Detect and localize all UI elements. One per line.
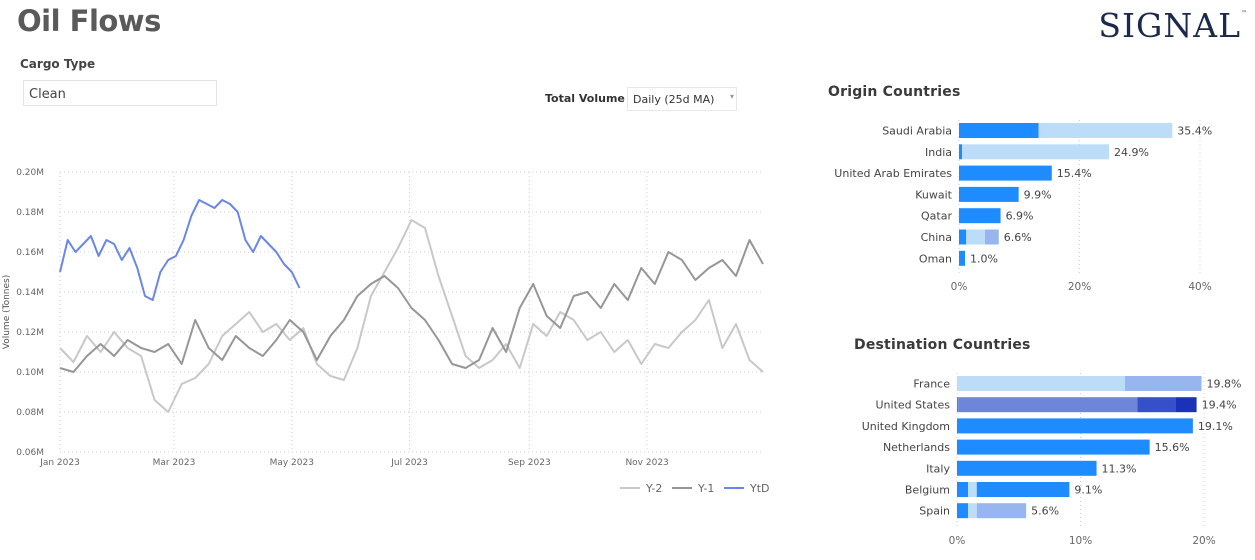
bar-segment-kuwait[interactable] [959,186,1019,202]
category-label: Kuwait [915,188,952,201]
data-label: 9.9% [1024,188,1052,201]
category-label: Qatar [921,210,952,223]
chevron-down-icon: ▾ [730,92,735,101]
category-label: Saudi Arabia [882,125,952,138]
x-tick-label: Jul 2023 [390,458,428,468]
bar-segment-china[interactable] [959,229,967,245]
origin-countries-title: Origin Countries [828,84,961,100]
series-line-y-1 [59,239,764,373]
legend-label-y-2[interactable]: Y-2 [645,482,662,495]
category-label: United Kingdom [862,420,950,433]
bar-segment-spain[interactable] [968,503,977,519]
total-volume-label: Total Volume [545,92,625,105]
category-label: United Arab Emirates [834,167,952,180]
category-label: Spain [919,505,950,518]
x-tick-label: 10% [1069,535,1092,547]
bar-segment-spain[interactable] [957,503,969,519]
y-tick-label: 0.06M [16,448,44,458]
x-tick-label: May 2023 [270,458,314,468]
data-label: 9.1% [1074,484,1102,497]
data-label: 15.4% [1057,167,1092,180]
cargo-type-label: Cargo Type [20,57,96,71]
bar-segment-qatar[interactable] [959,208,1001,224]
x-tick-label: 0% [949,535,966,547]
y-axis-title: Volume (Tonnes) [2,275,12,349]
y-tick-label: 0.12M [16,328,44,338]
bar-segment-united-states[interactable] [958,397,1138,413]
bar-segment-saudi-arabia[interactable] [959,123,1039,138]
x-tick-label: 0% [951,281,968,293]
y-tick-label: 0.10M [16,368,44,378]
bar-segment-china[interactable] [984,229,999,245]
bar-segment-italy[interactable] [957,460,1097,476]
bar-segment-saudi-arabia[interactable] [1038,123,1173,138]
origin-countries-chart: 0% 20% 40% Saudi Arabia 35.4% India 24.9% Unite… [834,120,1212,293]
x-tick-label: Jan 2023 [39,458,80,468]
y-tick-label: 0.08M [16,408,44,418]
category-label: France [913,378,950,391]
bar-segment-belgium[interactable] [976,482,1070,497]
bar-segment-india[interactable] [962,144,1110,160]
category-label: Italy [926,462,950,475]
data-label: 5.6% [1031,505,1059,518]
bar-segment-united-arab-emirates[interactable] [959,165,1052,181]
bar-segment-belgium[interactable] [968,482,977,497]
bar-segment-netherlands[interactable] [957,439,1150,455]
bar-segment-france[interactable] [957,376,1125,391]
x-tick-label: Nov 2023 [625,458,668,468]
bar-segment-oman[interactable] [959,250,966,266]
category-label: Netherlands [883,441,950,454]
data-label: 1.0% [970,252,998,265]
volume-mode-dropdown[interactable]: Daily (25d MA) [627,87,737,111]
bar-segment-united-states[interactable] [957,397,959,413]
bar-segment-india[interactable] [959,144,963,160]
x-tick-label: 40% [1188,281,1211,293]
x-tick-label: 20% [1068,281,1091,293]
series-line-ytd [59,199,301,301]
legend-label-y-1[interactable]: Y-1 [697,482,714,495]
bar-segment-united-states[interactable] [1137,397,1176,413]
bar-segment-united-kingdom[interactable] [957,418,1193,434]
category-label: India [925,146,952,159]
bar-segment-france[interactable] [1124,376,1202,391]
data-label: 24.9% [1114,146,1149,159]
data-label: 35.4% [1177,125,1212,138]
y-tick-label: 0.14M [16,288,44,298]
data-label: 19.8% [1207,378,1242,391]
logo-trademark: ™ [1241,10,1247,17]
data-label: 11.3% [1102,462,1137,475]
y-tick-label: 0.20M [16,168,44,178]
y-tick-label: 0.16M [16,248,44,258]
category-label: Oman [919,252,952,265]
data-label: 19.1% [1198,420,1233,433]
x-tick-label: 20% [1192,535,1215,547]
data-label: 19.4% [1202,399,1237,412]
x-tick-label: Sep 2023 [508,458,551,468]
destination-countries-chart: 0% 10% 20% France 19.8% United States 19.4% Uni… [862,373,1242,547]
data-label: 6.9% [1006,210,1034,223]
legend-label-ytd[interactable]: YtD [749,482,770,495]
data-label: 15.6% [1155,441,1190,454]
y-tick-label: 0.18M [16,208,44,218]
series-line-y-2 [59,219,764,413]
bar-segment-china[interactable] [966,229,985,245]
cargo-type-dropdown[interactable]: Clean [23,80,217,106]
bar-segment-spain[interactable] [976,503,1027,519]
bar-segment-united-states[interactable] [1175,397,1197,413]
data-label: 6.6% [1004,231,1032,244]
category-label: China [921,231,952,244]
page-title: Oil Flows [17,4,161,38]
category-label: Belgium [905,484,950,497]
signal-logo: SIGNAL [1098,6,1241,45]
category-label: United States [876,399,951,412]
bar-segment-belgium[interactable] [957,482,969,497]
volume-line-chart: 0.06M 0.08M 0.10M 0.12M 0.14M 0.16M 0.18M 0.20M… [2,168,770,495]
x-tick-label: Mar 2023 [153,458,196,468]
destination-countries-title: Destination Countries [854,337,1031,353]
